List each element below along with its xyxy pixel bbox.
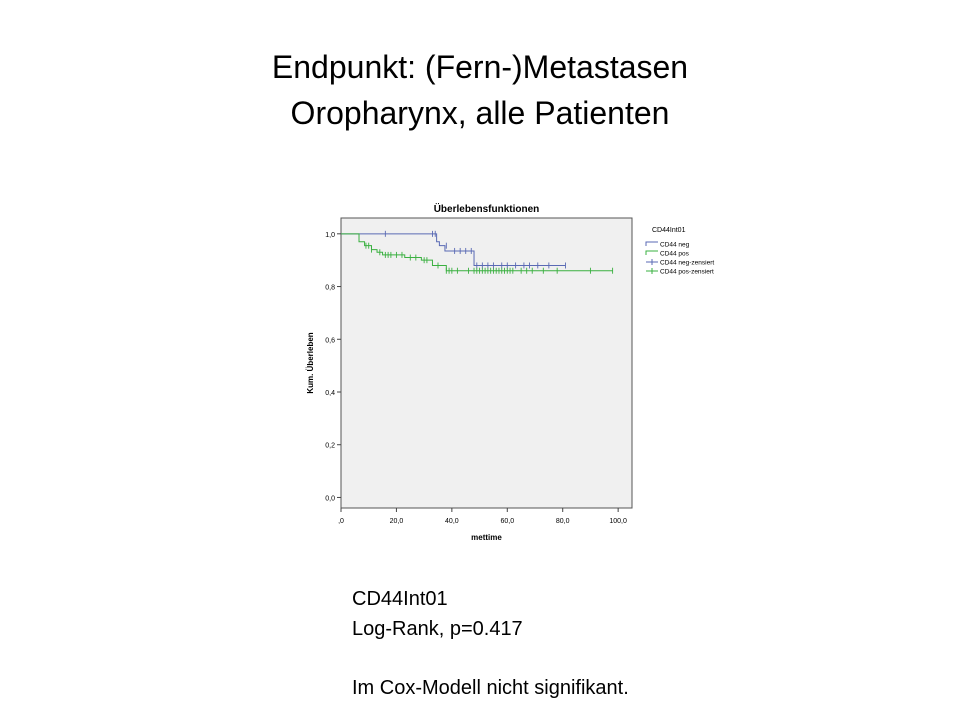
chart-title: Überlebensfunktionen	[434, 202, 540, 215]
legend-title: CD44Int01	[652, 227, 686, 234]
legend-entry: CD44 neg	[660, 242, 690, 249]
plot-area	[340, 217, 633, 509]
legend-swatch-step	[645, 241, 658, 246]
legend-swatch-step	[645, 250, 658, 255]
x-axis-label: mettime	[471, 533, 502, 542]
slide-title: Endpunkt: (Fern-)Metastasen Oropharynx, …	[0, 44, 960, 136]
x-tick-label: 80,0	[556, 518, 570, 525]
legend-entry: CD44 pos	[660, 251, 690, 258]
x-tick-label: 100,0	[609, 518, 627, 525]
y-tick-label: 0,8	[325, 285, 335, 292]
results-notes: CD44Int01 Log-Rank, p=0.417 Im Cox-Model…	[352, 584, 629, 703]
log-rank-result: Log-Rank, p=0.417	[352, 618, 523, 640]
y-axis-label: Kum. Überleben	[306, 332, 315, 393]
y-tick-label: 1,0	[325, 232, 335, 239]
legend-entry: CD44 pos-zensiert	[660, 269, 714, 276]
y-tick-label: 0,0	[325, 495, 335, 502]
group-variable-label: CD44Int01	[352, 588, 448, 610]
series-line-cd44-neg	[341, 233, 566, 266]
slide-title-line-1: Endpunkt: (Fern-)Metastasen	[271, 49, 689, 85]
survival-chart: Überlebensfunktionen 0,0 0,2 0,4 0,6 0,8 1,0 ,0…	[306, 202, 714, 542]
x-tick-label: 20,0	[390, 518, 404, 525]
y-tick-label: 0,4	[325, 390, 335, 397]
x-tick-label: 40,0	[445, 518, 459, 525]
legend-swatch-censor	[646, 268, 658, 274]
legend-entry: CD44 neg-zensiert	[660, 260, 714, 267]
spacer	[352, 644, 629, 673]
series-line-cd44-pos	[341, 233, 613, 272]
y-tick-label: 0,6	[325, 337, 335, 344]
x-tick-label: 60,0	[500, 518, 514, 525]
legend-swatch-censor	[646, 259, 658, 265]
y-tick-label: 0,2	[325, 443, 335, 450]
slide-title-line-2: Oropharynx, alle Patienten	[290, 95, 670, 131]
cox-model-result: Im Cox-Modell nicht signifikant.	[352, 677, 629, 699]
x-tick-label: ,0	[338, 518, 344, 525]
